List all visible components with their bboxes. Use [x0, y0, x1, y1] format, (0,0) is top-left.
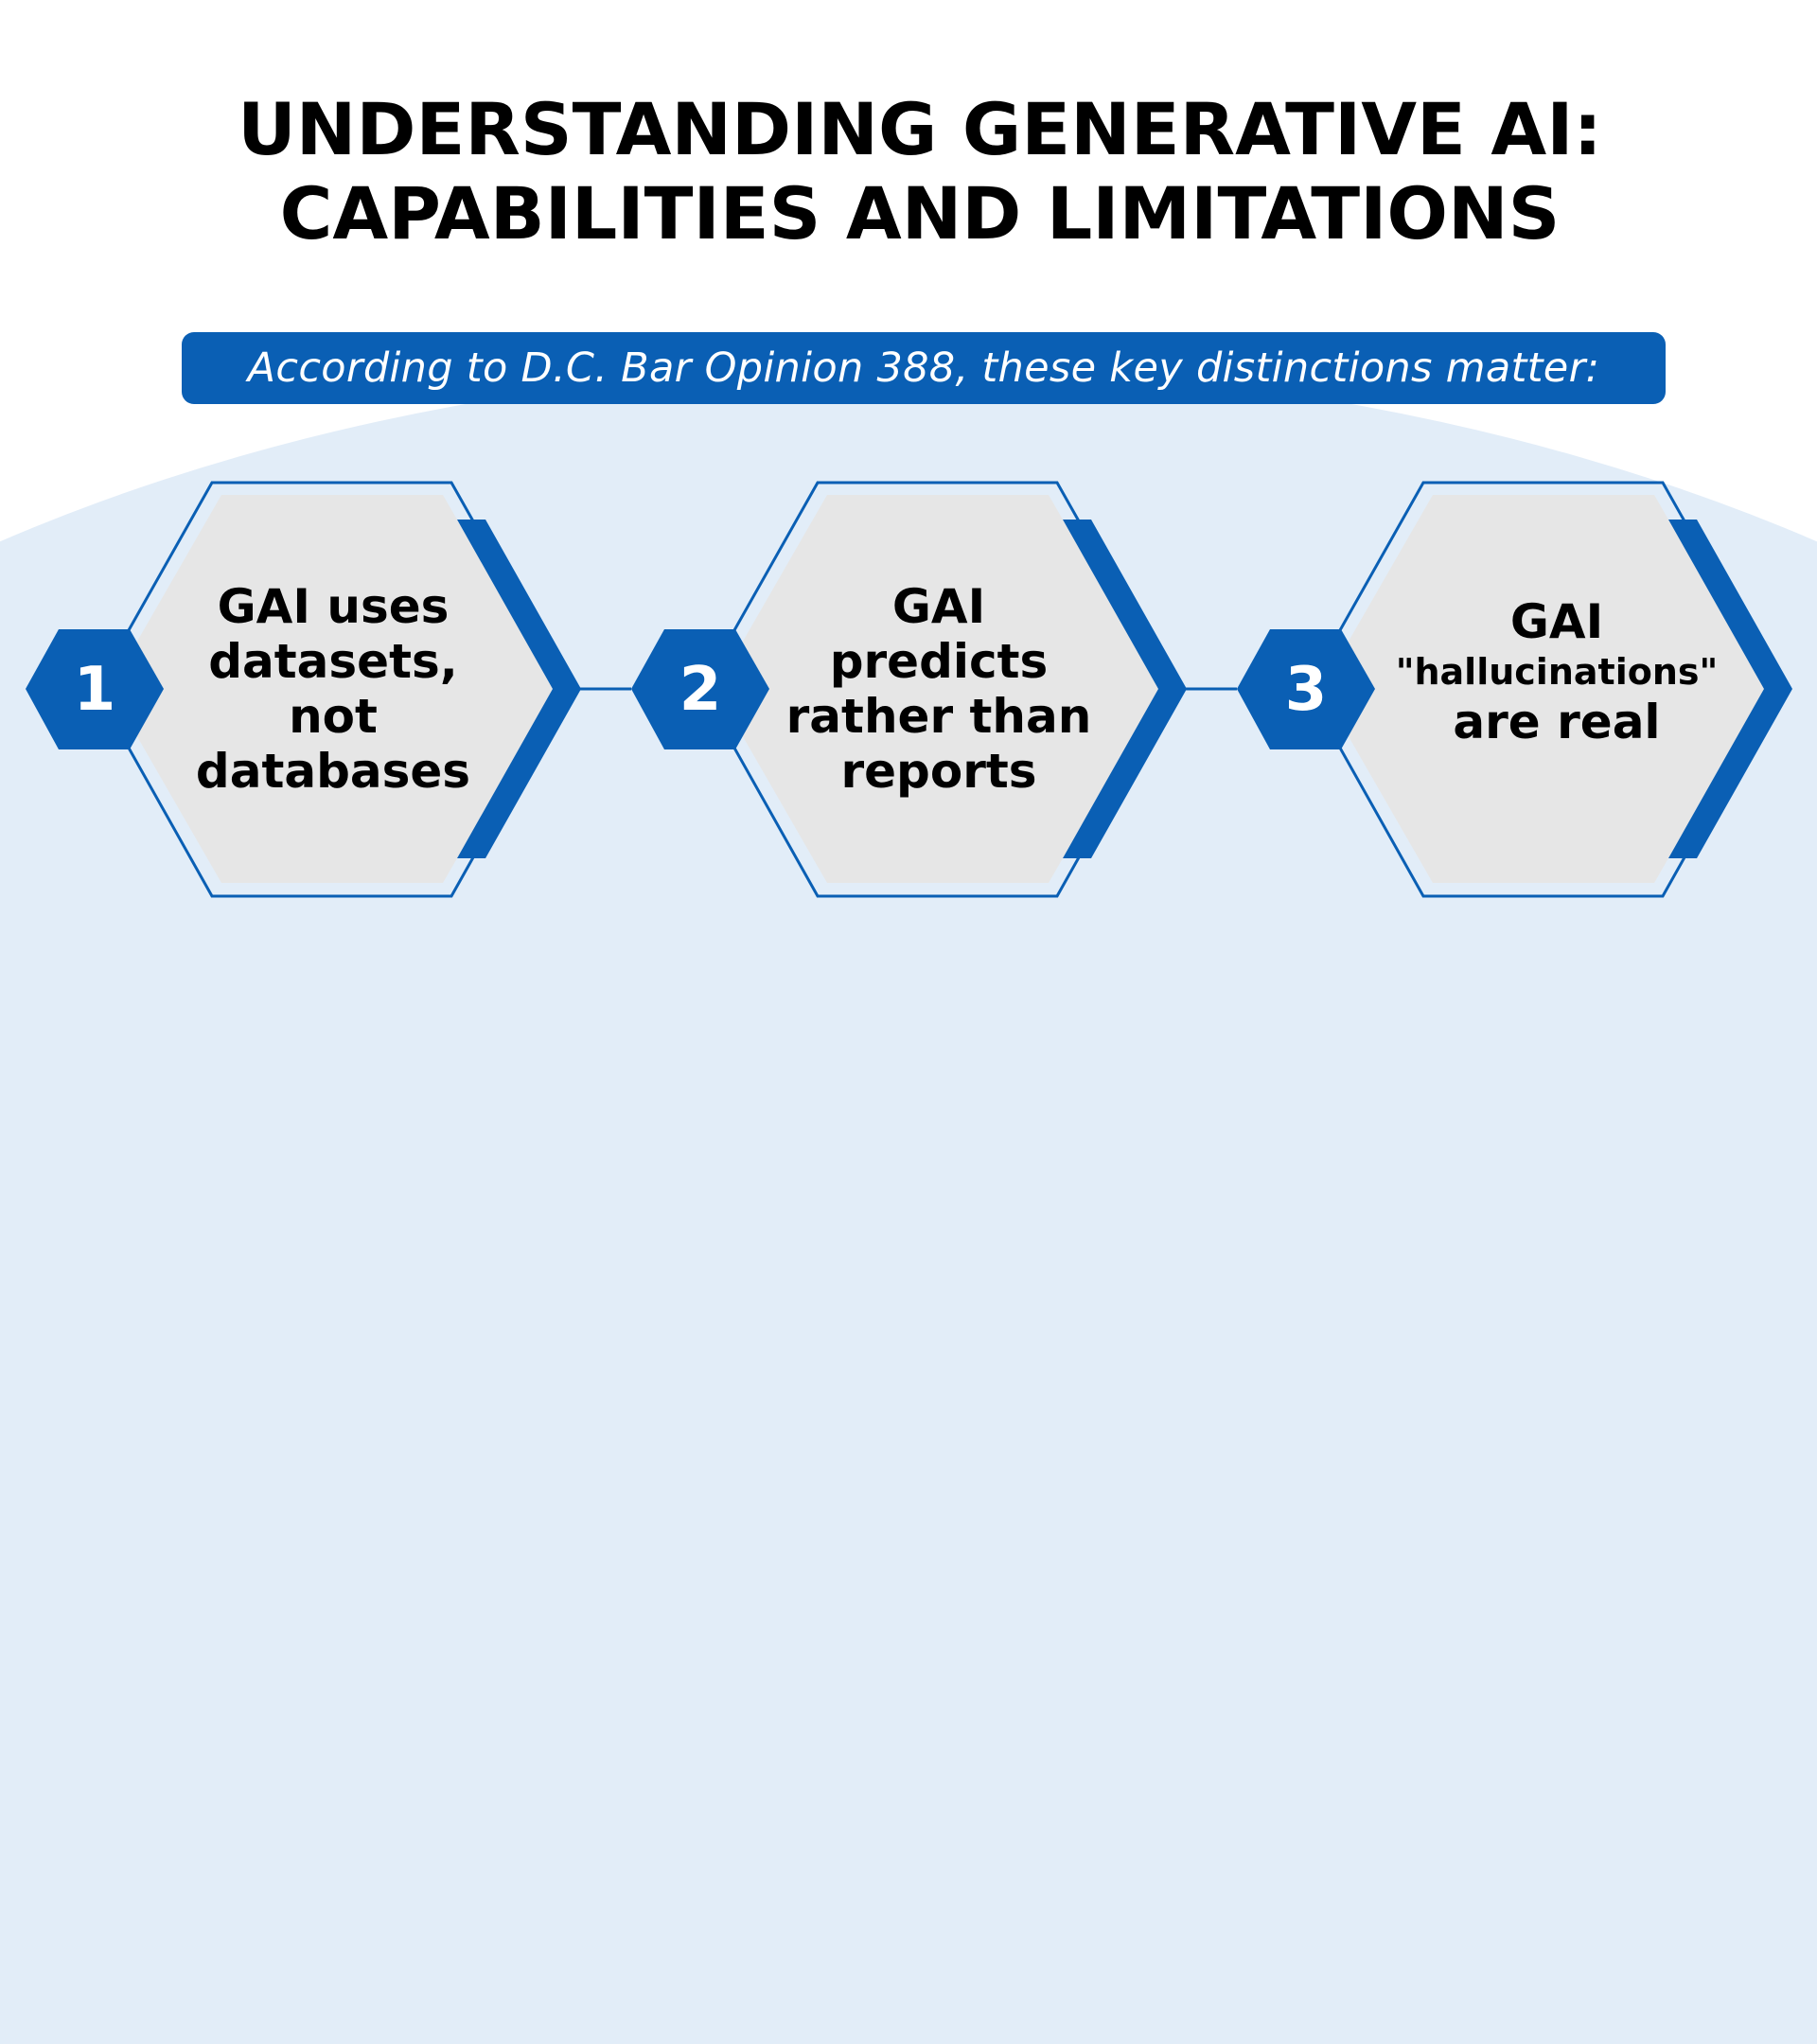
step-1-hexagon — [26, 481, 581, 898]
step-1-text: GAI uses datasets, not databases — [153, 533, 513, 845]
hex-fill — [1321, 495, 1766, 883]
step-3-line-3: are real — [1453, 695, 1661, 749]
banner-text: According to D.C. Bar Opinion 388, these… — [247, 344, 1600, 392]
subtitle-banner: According to D.C. Bar Opinion 388, these… — [182, 332, 1666, 404]
steps-diagram — [26, 481, 1792, 898]
number-hexagon — [631, 629, 769, 749]
step-1-line-1: GAI uses — [217, 579, 450, 634]
step-1-line-4: databases — [195, 744, 471, 799]
step-3-text: GAI "hallucinations" are real — [1377, 516, 1737, 828]
step-3-number: 3 — [1284, 654, 1328, 725]
step-2-hexagon — [631, 481, 1187, 898]
step-1-line-3: not — [289, 689, 378, 744]
chevron-arrow-icon — [1668, 520, 1792, 858]
step-2-number: 2 — [679, 654, 722, 725]
step-1-line-2: datasets, — [208, 634, 458, 689]
hex-fill — [715, 495, 1160, 883]
page-title: UNDERSTANDING GENERATIVE AI: CAPABILITIE… — [0, 87, 1817, 256]
number-hexagon — [1237, 629, 1375, 749]
step-3-hexagon — [1237, 481, 1792, 898]
step-3-line-1: GAI — [1509, 594, 1604, 649]
step-3-line-2: "hallucinations" — [1395, 651, 1719, 693]
step-2-line-4: reports — [840, 744, 1037, 799]
title-line-1: UNDERSTANDING GENERATIVE AI: — [238, 87, 1602, 171]
title-line-2: CAPABILITIES AND LIMITATIONS — [279, 171, 1561, 256]
step-2-line-1: GAI — [891, 579, 986, 634]
chevron-arrow-icon — [1063, 520, 1187, 858]
hex-fill — [110, 495, 555, 883]
step-2-text: GAI predicts rather than reports — [759, 533, 1119, 845]
step-1-number: 1 — [73, 654, 116, 725]
step-2-line-2: predicts — [829, 634, 1049, 689]
chevron-arrow-icon — [457, 520, 581, 858]
number-hexagon — [26, 629, 164, 749]
step-2-line-3: rather than — [785, 689, 1092, 744]
